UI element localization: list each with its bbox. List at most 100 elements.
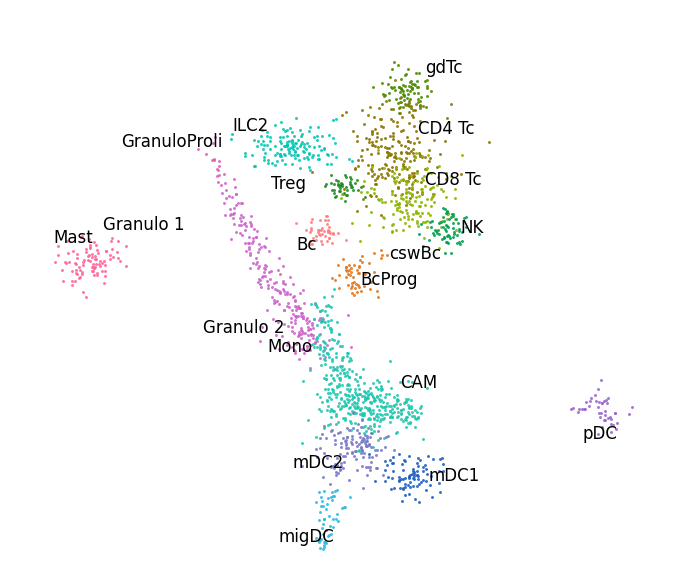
Point bbox=[354, 384, 365, 394]
Point bbox=[369, 477, 380, 486]
Point bbox=[288, 310, 299, 319]
Point bbox=[346, 288, 357, 297]
Point bbox=[439, 233, 450, 242]
Point bbox=[74, 272, 85, 281]
Point bbox=[337, 452, 349, 461]
Point bbox=[329, 436, 340, 445]
Point bbox=[351, 447, 362, 456]
Point bbox=[360, 402, 371, 411]
Point bbox=[360, 394, 371, 403]
Point bbox=[394, 109, 405, 118]
Text: Mono: Mono bbox=[268, 338, 313, 356]
Point bbox=[239, 219, 250, 229]
Point bbox=[211, 171, 223, 180]
Point bbox=[388, 129, 399, 138]
Point bbox=[287, 135, 298, 145]
Point bbox=[250, 232, 261, 241]
Point bbox=[375, 395, 386, 405]
Point bbox=[391, 404, 402, 413]
Point bbox=[356, 438, 367, 447]
Point bbox=[331, 485, 342, 494]
Point bbox=[353, 161, 364, 170]
Point bbox=[394, 102, 405, 112]
Point bbox=[584, 401, 595, 411]
Point bbox=[341, 266, 352, 275]
Point bbox=[365, 414, 376, 423]
Point bbox=[332, 428, 343, 438]
Point bbox=[405, 404, 416, 413]
Point bbox=[440, 224, 451, 233]
Text: ILC2: ILC2 bbox=[232, 117, 268, 135]
Point bbox=[349, 446, 360, 455]
Point bbox=[394, 400, 405, 409]
Point bbox=[390, 153, 401, 162]
Point bbox=[333, 181, 344, 190]
Point bbox=[286, 127, 297, 137]
Point bbox=[284, 290, 295, 299]
Point bbox=[314, 329, 326, 339]
Point bbox=[354, 409, 365, 419]
Point bbox=[244, 239, 255, 248]
Point bbox=[338, 397, 349, 406]
Point bbox=[83, 255, 94, 265]
Point bbox=[209, 155, 220, 164]
Point bbox=[395, 140, 407, 149]
Point bbox=[71, 250, 83, 259]
Point bbox=[396, 497, 407, 506]
Point bbox=[306, 329, 317, 339]
Point bbox=[322, 211, 333, 221]
Point bbox=[384, 412, 395, 422]
Point bbox=[400, 100, 411, 109]
Point bbox=[251, 142, 262, 151]
Point bbox=[308, 314, 319, 324]
Point bbox=[332, 229, 344, 238]
Point bbox=[405, 138, 416, 147]
Point bbox=[344, 410, 356, 419]
Point bbox=[313, 141, 324, 151]
Point bbox=[395, 415, 407, 424]
Point bbox=[346, 438, 357, 447]
Point bbox=[416, 402, 427, 411]
Point bbox=[213, 165, 224, 174]
Point bbox=[330, 114, 342, 123]
Point bbox=[374, 416, 386, 426]
Point bbox=[386, 82, 397, 91]
Point bbox=[304, 148, 315, 157]
Point bbox=[356, 444, 367, 453]
Point bbox=[414, 479, 425, 489]
Point bbox=[368, 414, 379, 423]
Point bbox=[84, 244, 95, 253]
Point bbox=[412, 216, 423, 225]
Point bbox=[305, 226, 316, 235]
Point bbox=[387, 219, 398, 228]
Point bbox=[375, 401, 386, 411]
Point bbox=[298, 312, 309, 321]
Point bbox=[318, 336, 329, 345]
Point bbox=[83, 250, 94, 259]
Point bbox=[323, 335, 334, 345]
Point bbox=[299, 329, 310, 338]
Point bbox=[432, 172, 443, 181]
Point bbox=[284, 272, 295, 281]
Point bbox=[443, 230, 454, 240]
Point bbox=[362, 145, 373, 154]
Point bbox=[404, 417, 415, 427]
Point bbox=[379, 406, 390, 415]
Point bbox=[335, 368, 346, 378]
Point bbox=[421, 102, 432, 111]
Point bbox=[386, 186, 398, 196]
Point bbox=[288, 345, 300, 354]
Point bbox=[273, 265, 284, 274]
Point bbox=[369, 419, 380, 428]
Point bbox=[433, 225, 444, 234]
Point bbox=[261, 276, 272, 285]
Point bbox=[358, 433, 369, 442]
Point bbox=[601, 398, 612, 408]
Point bbox=[454, 224, 465, 233]
Point bbox=[382, 165, 393, 174]
Point bbox=[78, 257, 89, 266]
Point bbox=[389, 483, 400, 492]
Point bbox=[306, 223, 317, 233]
Point bbox=[327, 273, 338, 283]
Point bbox=[392, 184, 403, 193]
